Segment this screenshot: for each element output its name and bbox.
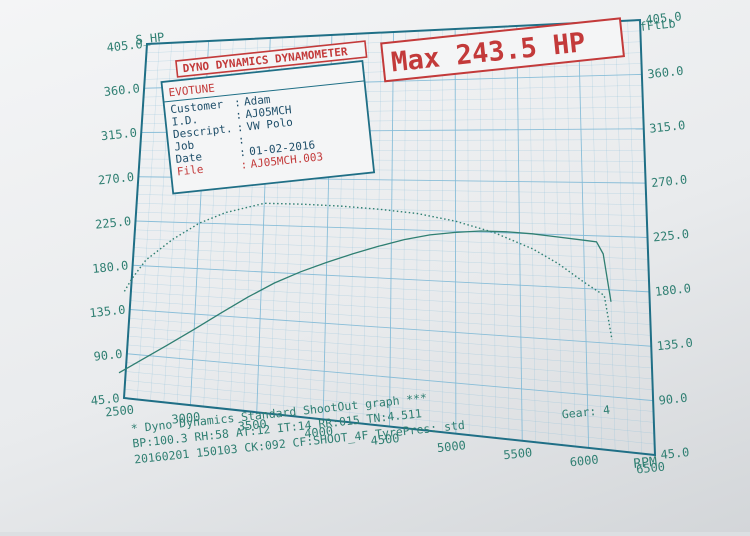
y-right-tick-label: 225.0 [652,227,689,245]
info-box: EVOTUNE Customer:AdamI.D.:AJ05MCHDescrip… [161,61,374,194]
y-left-tick-label: 135.0 [89,303,126,321]
y-left-tick-label: 360.0 [103,81,140,99]
x-tick-label: 5500 [503,445,533,462]
y-left-tick-label: 90.0 [93,347,123,364]
y-right-tick-label: 270.0 [650,172,687,190]
x-axis-unit: RPM [633,455,658,472]
info-label: File [176,163,204,179]
y-left-tick-label: 180.0 [92,258,129,276]
left-axis-label: S_HP [135,30,165,47]
y-right-tick-label: 90.0 [658,391,688,408]
x-tick-label: 6000 [569,452,599,469]
y-right-tick-label: 360.0 [647,64,684,82]
series-line-dotted [124,203,612,340]
y-left-tick-label: 270.0 [97,170,134,188]
info-colon: : [240,158,248,172]
y-right-tick-label: 45.0 [660,445,690,462]
y-right-tick-label: 315.0 [649,118,686,136]
y-left-tick-label: 315.0 [100,126,137,144]
y-right-tick-label: 135.0 [656,336,693,354]
y-right-tick-label: 180.0 [654,281,691,299]
y-left-tick-label: 225.0 [94,214,131,232]
right-axis-label: fFtLb [639,16,676,34]
footer: * Dyno Dynamics Standard ShootOut graph … [130,372,611,467]
x-tick-label: 5000 [436,438,466,455]
footer-gear: Gear: 4 [561,403,611,422]
